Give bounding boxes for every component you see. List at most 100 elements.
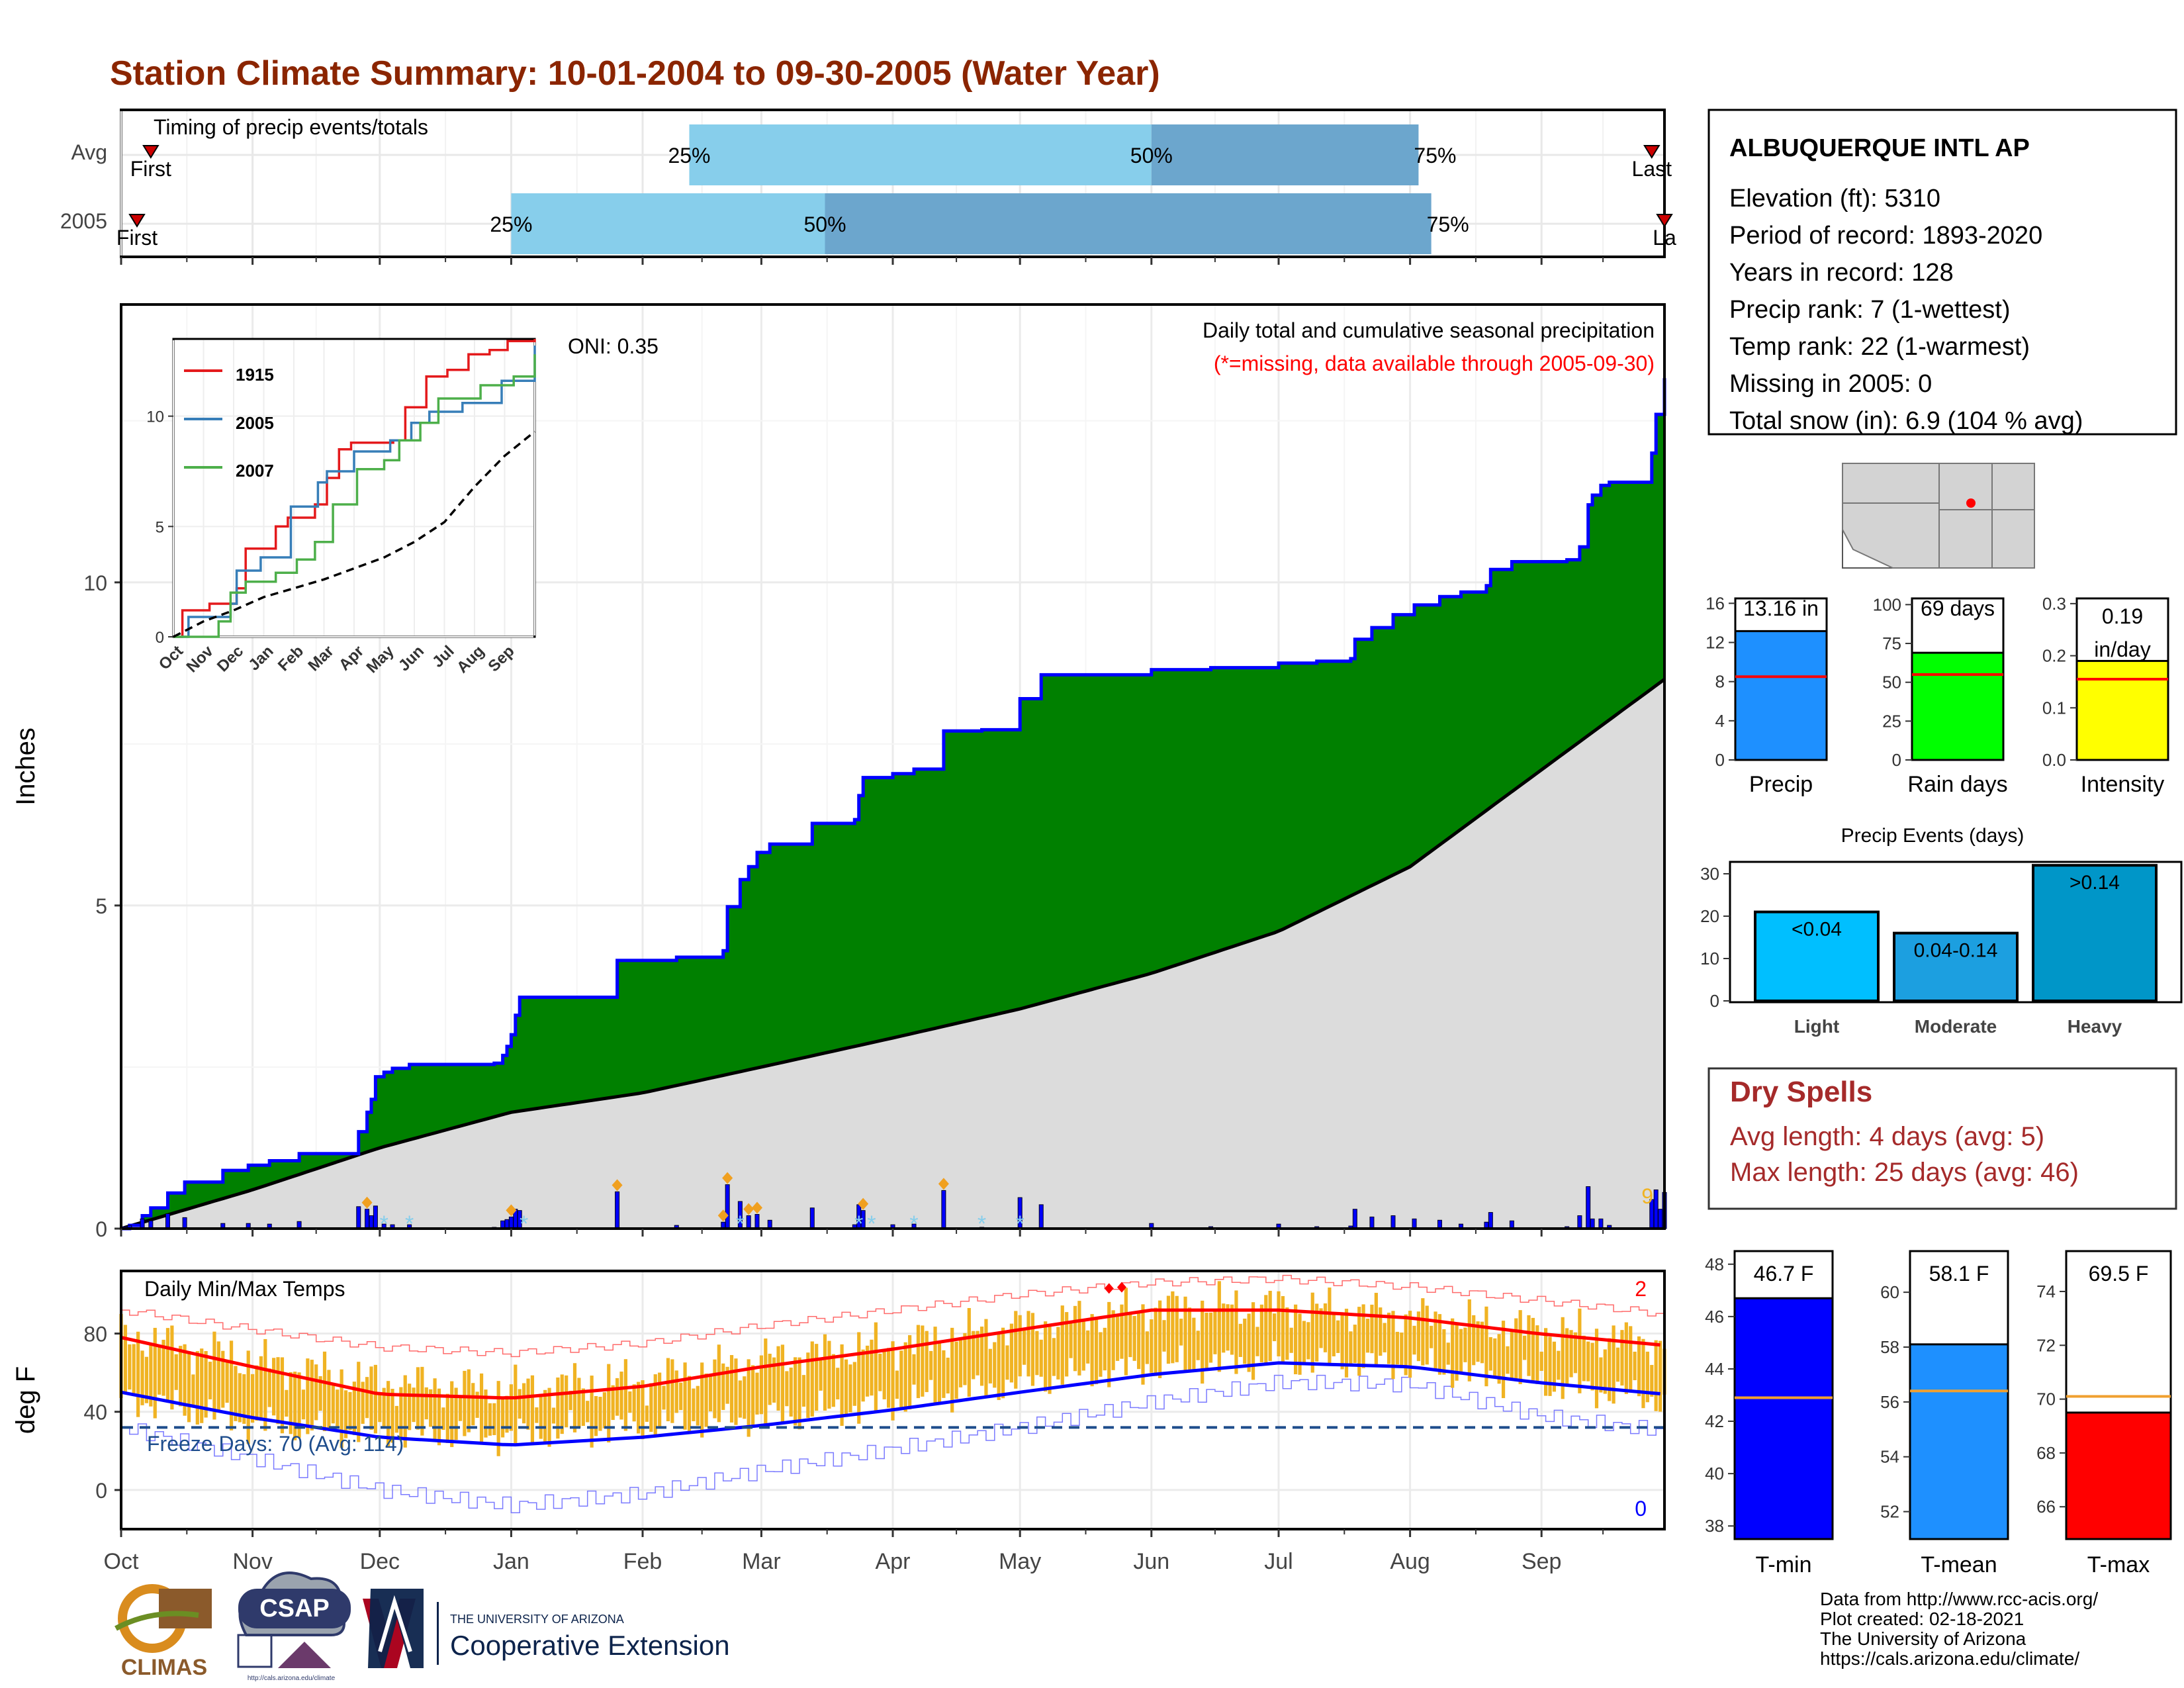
daily-temp-bar [1573,1332,1578,1374]
summary-ytick-label: 75 [1882,633,1901,653]
daily-temp-bar [565,1375,569,1428]
events-bar-label: <0.04 [1792,919,1842,941]
daily-temp-bar [216,1341,220,1412]
daily-temp-bar [547,1387,551,1447]
daily-temp-bar [1103,1327,1107,1371]
daily-temp-bar [123,1325,128,1393]
precip-missing-note: (*=missing, data available through 2005-… [1214,352,1655,375]
summary-bar-name: Intensity [2081,772,2165,797]
month-label: Nov [232,1549,272,1574]
daily-temp-bar [488,1403,492,1436]
daily-precip-bar [182,1217,187,1229]
daily-temp-bar [976,1331,979,1376]
daily-temp-bar [1026,1311,1030,1377]
temp-bar-ytick-label: 56 [1880,1392,1899,1412]
daily-precip-bar [941,1190,946,1229]
temp-bar-t-min [1733,1297,1834,1540]
daily-temp-bar [306,1358,310,1434]
snow-day-marker [751,1201,762,1214]
summary-ytick-label: 0.1 [2042,698,2066,718]
daily-temp-bar [1285,1307,1289,1360]
trace-star-marker: * [909,1211,918,1237]
daily-temp-bar [1259,1304,1263,1362]
temp-ytick-label: 40 [83,1401,107,1425]
daily-temp-bar [1145,1331,1149,1364]
daily-temp-bar [623,1359,627,1431]
daily-temp-bar [551,1407,556,1424]
temp-bar-ytick-label: 44 [1705,1359,1724,1379]
daily-temp-bar [1349,1331,1353,1366]
daily-temp-bar [1645,1351,1649,1403]
daily-temp-bar [343,1390,348,1438]
daily-temp-bar [1077,1301,1081,1376]
daily-temp-bar [1400,1333,1404,1368]
month-label: May [999,1549,1041,1574]
daily-temp-bar [255,1365,259,1421]
trace-star-marker: * [520,1211,528,1237]
events-category-label: Moderate [1915,1016,1997,1037]
daily-temp-bar [861,1349,865,1402]
summary-value-label: 69 days [1921,596,1995,620]
summary-bar-rain-days [1911,651,2005,761]
daily-temp-bar [751,1365,755,1426]
daily-temp-bar [645,1405,649,1422]
daily-temp-bar [1166,1295,1171,1364]
daily-temp-bar [602,1392,606,1429]
daily-temp-bar [670,1359,674,1423]
daily-temp-bar [1527,1315,1531,1376]
daily-temp-bar [819,1358,823,1391]
month-label: Aug [1390,1549,1430,1574]
timing-last-label: La [1653,226,1676,250]
station-location-marker [1966,498,1976,508]
daily-temp-bar [946,1357,950,1394]
daily-temp-bar [412,1387,416,1423]
record-low-count: 0 [1635,1497,1647,1521]
daily-temp-bar [424,1387,428,1420]
daily-temp-bar [357,1362,361,1442]
temp-bar-ytick-label: 54 [1880,1447,1899,1467]
record-high-marker [1116,1282,1126,1293]
credits: Data from http://www.rcc-acis.org/ Plot … [1820,1589,2098,1669]
daily-temp-bar [1379,1307,1383,1356]
climas-text: CLIMAS [121,1655,207,1680]
daily-temp-bar [1319,1308,1323,1348]
daily-temp-bar [229,1340,234,1430]
precip-events-panel: Precip Events (days) 0 10 20 30 <0.04 Light 0.… [1700,825,2183,1037]
precip-events-title: Precip Events (days) [1841,825,2025,847]
daily-temp-bar [1510,1329,1514,1380]
daily-temp-bar [747,1359,751,1437]
daily-temp-bar [925,1331,929,1392]
month-label: Jan [493,1549,529,1574]
avg-min-line [120,1361,1661,1447]
daily-temp-bar [581,1388,585,1427]
daily-temp-bar [831,1354,835,1407]
temp-bar-ytick-label: 66 [2036,1497,2056,1517]
oni-value: ONI: 0.35 [568,334,659,358]
daily-temp-bar [1506,1346,1510,1374]
timing-last-marker [1643,145,1661,159]
daily-temp-bar [1073,1305,1077,1372]
daily-temp-bar [1383,1323,1387,1352]
daily-temp-bar [1208,1312,1213,1363]
daily-temp-bar [496,1381,500,1456]
daily-temp-bar [1065,1312,1069,1377]
daily-temp-bar [721,1363,725,1410]
daily-temp-bar [518,1389,522,1419]
daily-temp-bar [1408,1311,1412,1378]
daily-temp-bar [954,1341,958,1399]
snow-day-marker [722,1172,733,1184]
daily-temp-bar [1336,1320,1340,1353]
daily-temp-bar [539,1393,543,1439]
daily-temp-bar [280,1357,285,1434]
daily-temp-bar [611,1385,615,1421]
daily-temp-bar [572,1363,577,1432]
daily-temp-bar [764,1338,768,1425]
summary-ytick-label: 100 [1873,594,1901,614]
daily-temp-bar [1128,1312,1132,1358]
daily-temp-bar [1615,1347,1620,1382]
daily-precip-bar [809,1207,815,1229]
daily-temp-bar [1459,1329,1463,1373]
daily-temp-bar [314,1364,318,1421]
daily-temp-bar [1518,1310,1522,1385]
daily-temp-bar [479,1373,484,1443]
